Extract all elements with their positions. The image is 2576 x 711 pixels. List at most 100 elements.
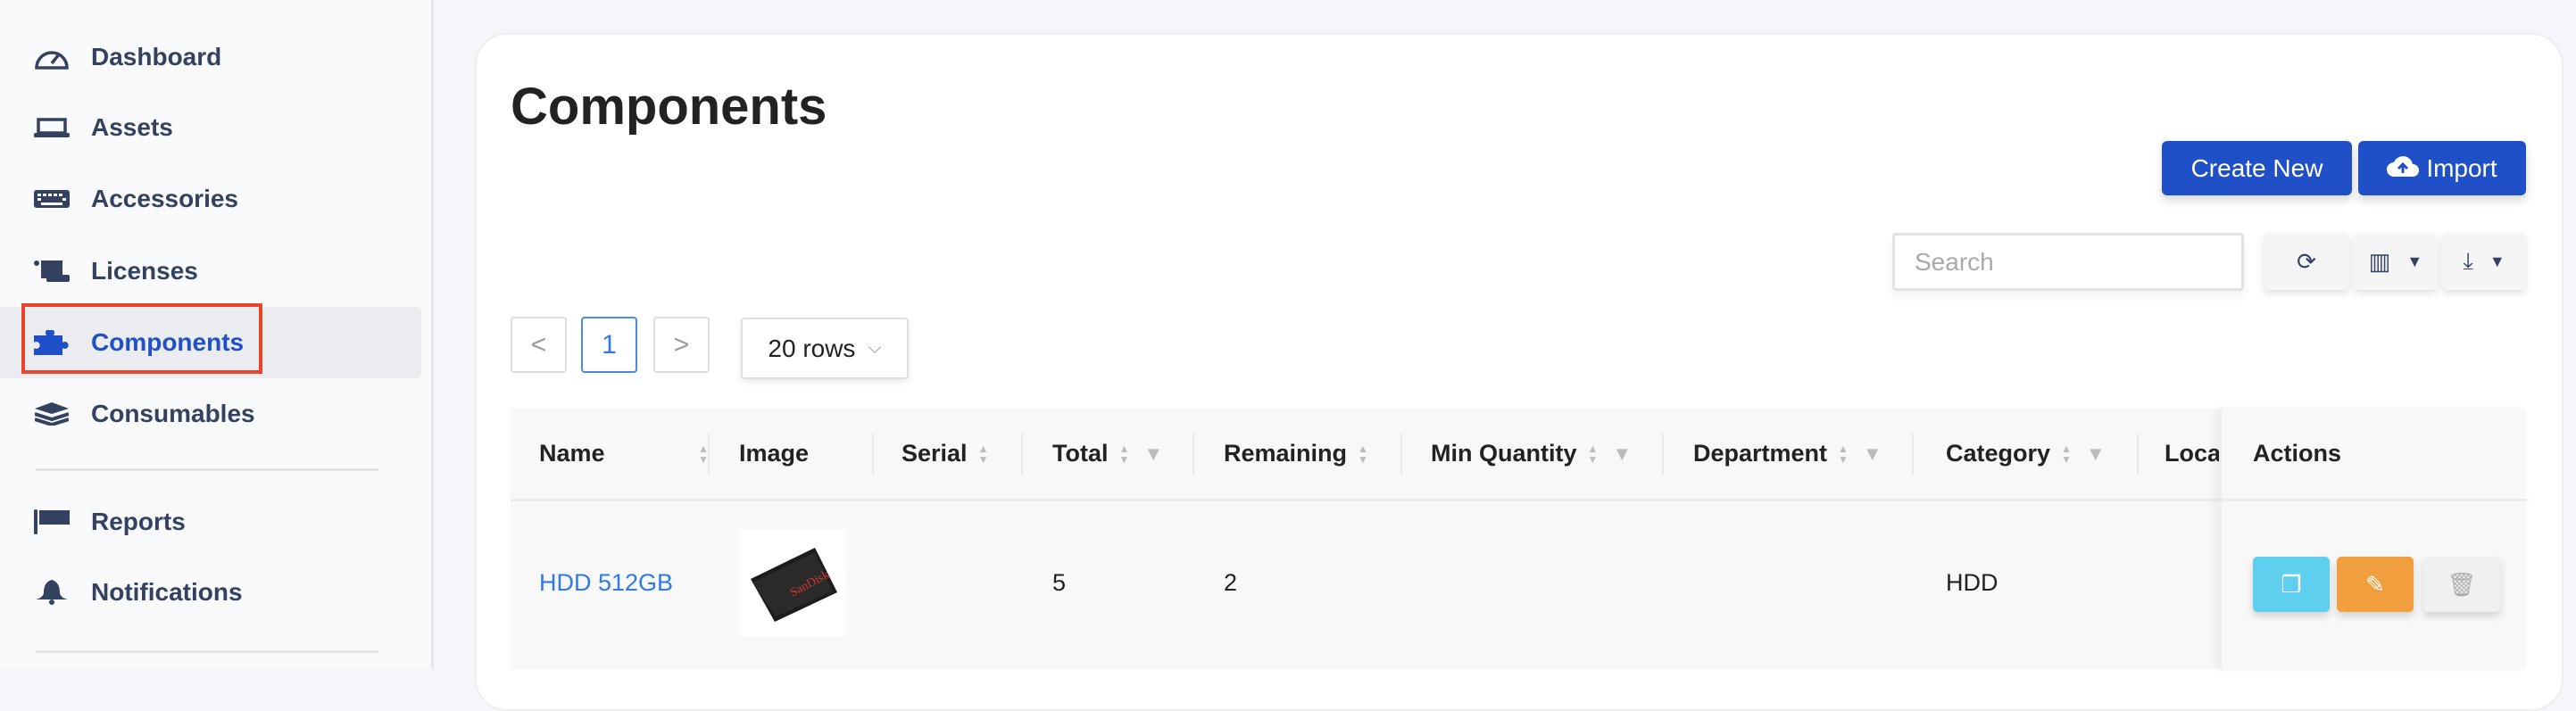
- sidebar-item-label: Assets: [91, 113, 173, 141]
- filter-icon[interactable]: ▼: [1143, 442, 1164, 465]
- column-header-total[interactable]: Total ▲ ▼ ▼: [1052, 409, 1163, 499]
- total-cell: 5: [1052, 569, 1067, 596]
- export-button[interactable]: ⤓ ▼: [2442, 233, 2526, 290]
- sidebar-item-label: Components: [91, 328, 245, 356]
- chevron-down-icon: ⌵: [868, 338, 882, 358]
- sidebar-divider: [36, 468, 378, 471]
- pagination-prev[interactable]: <: [511, 317, 567, 373]
- column-divider: [2137, 434, 2139, 475]
- actions-column: Actions ❐ ✎ 🗑: [2219, 409, 2529, 669]
- column-divider: [1662, 434, 1664, 475]
- column-header-image: Image: [739, 409, 809, 499]
- sort-icon[interactable]: ▲ ▼: [1587, 442, 1599, 466]
- page-title: Components: [511, 78, 827, 136]
- caret-down-icon: ▼: [2489, 252, 2505, 270]
- header-divider: [511, 499, 2526, 501]
- sidebar-item-components[interactable]: Components: [0, 307, 421, 378]
- remaining-cell: 2: [1224, 569, 1238, 596]
- components-table: Name ▲ ▼ Image Serial ▲ ▼ Total ▲ ▼ ▼ Remaining…: [511, 409, 2529, 669]
- pencil-icon: ✎: [2365, 570, 2385, 598]
- column-divider: [1192, 434, 1194, 475]
- sort-icon[interactable]: ▲ ▼: [698, 442, 709, 466]
- trash-icon: 🗑: [2447, 570, 2477, 598]
- sidebar-item-consumables[interactable]: Consumables: [0, 378, 421, 450]
- cloud-upload-icon: [2387, 153, 2420, 183]
- refresh-button[interactable]: ⟳: [2264, 233, 2349, 290]
- column-divider: [1021, 434, 1023, 475]
- pagination-page[interactable]: 1: [581, 317, 637, 373]
- sidebar-item-assets[interactable]: Assets: [0, 92, 421, 163]
- sidebar-item-label: Licenses: [91, 257, 198, 285]
- clone-icon: ❐: [2281, 570, 2302, 598]
- filter-icon[interactable]: ▼: [1612, 442, 1633, 465]
- sort-icon[interactable]: ▲ ▼: [1118, 442, 1130, 466]
- sidebar-item-label: Accessories: [91, 185, 239, 212]
- pagination-next[interactable]: >: [653, 317, 710, 373]
- sidebar-item-label: Dashboard: [91, 43, 222, 70]
- search-input[interactable]: [1892, 233, 2244, 291]
- filter-icon[interactable]: ▼: [2085, 442, 2106, 465]
- sidebar: Dashboard Assets Accessories Licenses Co…: [0, 0, 434, 669]
- scroll-icon: [34, 253, 70, 289]
- highlight-box: [21, 303, 262, 374]
- header-label: Department: [1693, 440, 1828, 467]
- sort-icon[interactable]: ▲ ▼: [2061, 442, 2072, 466]
- column-divider: [1400, 434, 1402, 475]
- column-header-name[interactable]: Name ▲ ▼: [539, 409, 709, 499]
- component-image[interactable]: SanDisk: [739, 501, 846, 665]
- column-header-department[interactable]: Department ▲ ▼ ▼: [1693, 409, 1882, 499]
- keyboard-icon: [34, 181, 70, 217]
- column-header-serial[interactable]: Serial ▲ ▼: [902, 409, 988, 499]
- sidebar-divider: [36, 650, 378, 653]
- sidebar-item-accessories[interactable]: Accessories: [0, 163, 421, 235]
- sidebar-item-label: Consumables: [91, 400, 255, 427]
- import-label: Import: [2426, 153, 2497, 182]
- layers-icon: [34, 396, 70, 432]
- column-header-min-quantity[interactable]: Min Quantity ▲ ▼ ▼: [1431, 409, 1632, 499]
- header-divider: [2222, 499, 2529, 501]
- column-header-actions: Actions: [2253, 440, 2342, 467]
- puzzle-icon: [34, 325, 70, 360]
- column-header-location[interactable]: Loca: [2165, 409, 2221, 499]
- header-label: Category: [1946, 440, 2051, 467]
- caret-down-icon: ▼: [2406, 252, 2423, 270]
- rows-label: 20 rows: [768, 334, 856, 362]
- edit-button[interactable]: ✎: [2337, 557, 2414, 612]
- component-name-link[interactable]: HDD 512GB: [539, 569, 674, 596]
- sort-icon[interactable]: ▲ ▼: [977, 442, 989, 466]
- sidebar-item-reports[interactable]: Reports: [0, 486, 421, 558]
- header-label: Serial: [902, 440, 968, 467]
- header-label: Remaining: [1224, 440, 1348, 467]
- download-icon: ⤓: [2463, 247, 2473, 274]
- header-label: Image: [739, 440, 810, 467]
- sort-icon[interactable]: ▲ ▼: [1358, 442, 1368, 466]
- laptop-icon: [34, 110, 70, 145]
- column-divider: [872, 434, 874, 475]
- header-label: Name: [539, 440, 605, 467]
- refresh-icon: ⟳: [2297, 247, 2316, 275]
- header-label: Total: [1052, 440, 1109, 467]
- flag-icon: [34, 504, 70, 540]
- dashboard-gauge-icon: [34, 39, 70, 75]
- rows-per-page-select[interactable]: 20 rows ⌵: [741, 318, 909, 379]
- column-divider: [708, 434, 710, 475]
- sidebar-item-label: Notifications: [91, 578, 243, 606]
- sidebar-item-dashboard[interactable]: Dashboard: [0, 21, 421, 93]
- category-cell: HDD: [1946, 569, 1998, 596]
- sidebar-item-notifications[interactable]: Notifications: [0, 557, 421, 628]
- column-header-remaining[interactable]: Remaining ▲ ▼: [1224, 409, 1368, 499]
- column-header-category[interactable]: Category ▲ ▼ ▼: [1946, 409, 2106, 499]
- sort-icon[interactable]: ▲ ▼: [1838, 442, 1849, 466]
- delete-button[interactable]: 🗑: [2423, 557, 2500, 612]
- bell-icon: [34, 575, 70, 610]
- create-new-button[interactable]: Create New: [2162, 141, 2352, 195]
- sidebar-item-licenses[interactable]: Licenses: [0, 236, 421, 307]
- column-divider: [1912, 434, 1914, 475]
- columns-toggle-button[interactable]: ▥ ▼: [2354, 233, 2438, 290]
- clone-button[interactable]: ❐: [2253, 557, 2330, 612]
- header-label: Min Quantity: [1431, 440, 1577, 467]
- sidebar-item-label: Reports: [91, 508, 186, 535]
- header-label: Loca: [2165, 440, 2222, 467]
- filter-icon[interactable]: ▼: [1862, 442, 1882, 465]
- import-button[interactable]: Import: [2358, 141, 2526, 195]
